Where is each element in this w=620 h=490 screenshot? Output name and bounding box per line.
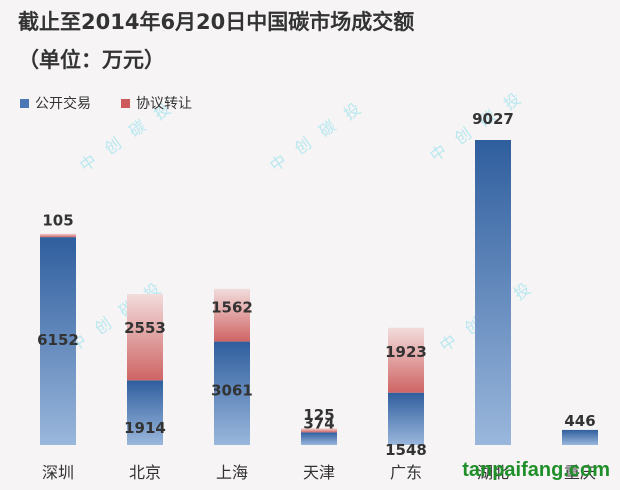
bar-agreement-0 xyxy=(40,233,76,238)
category-label-4: 广东 xyxy=(390,463,422,482)
chart-subtitle: （单位：万元） xyxy=(18,48,165,72)
bar-agreement-2 xyxy=(214,288,250,342)
legend: 公开交易 协议转让 xyxy=(20,93,222,113)
bar-public-4 xyxy=(388,392,424,445)
category-label-0: 深圳 xyxy=(42,463,74,482)
data-label-agreement-1: 2553 xyxy=(124,319,166,337)
category-label-3: 天津 xyxy=(303,463,335,482)
legend-item-public: 公开交易 xyxy=(20,93,91,113)
bar-public-6 xyxy=(562,429,598,445)
data-label-public-3: 374 xyxy=(303,414,334,432)
bar-public-3 xyxy=(301,432,337,445)
legend-item-agreement: 协议转让 xyxy=(121,93,192,113)
data-label-agreement-3: 125 xyxy=(303,406,334,424)
data-label-public-2: 3061 xyxy=(211,381,253,399)
legend-swatch-public xyxy=(20,98,29,108)
data-label-agreement-0: 105 xyxy=(42,212,73,230)
category-label-1: 北京 xyxy=(129,463,161,482)
data-label-public-0: 6152 xyxy=(37,331,79,349)
chart-title: 截止至2014年6月20日中国碳市场成交额 xyxy=(18,10,415,34)
data-label-agreement-4: 1923 xyxy=(385,343,427,361)
category-label-5: 湖北 xyxy=(477,463,509,482)
bar-public-1 xyxy=(127,380,163,445)
category-label-6: 重庆 xyxy=(564,463,596,482)
data-label-agreement-2: 1562 xyxy=(211,299,253,317)
bar-public-0 xyxy=(40,237,76,445)
category-label-2: 上海 xyxy=(216,463,248,482)
brand-watermark: tanpaifang.com xyxy=(462,459,610,481)
legend-label-agreement: 协议转让 xyxy=(136,96,192,112)
bar-agreement-3 xyxy=(301,428,337,433)
legend-swatch-agreement xyxy=(121,98,130,108)
data-label-public-5: 9027 xyxy=(472,110,514,128)
bar-public-5 xyxy=(475,140,511,445)
bar-agreement-1 xyxy=(127,294,163,381)
bar-public-2 xyxy=(214,341,250,445)
legend-label-public: 公开交易 xyxy=(35,96,91,112)
data-label-public-4: 1548 xyxy=(385,441,427,459)
bar-agreement-4 xyxy=(388,327,424,393)
data-label-public-6: 446 xyxy=(564,412,595,430)
data-label-public-1: 1914 xyxy=(124,419,166,437)
